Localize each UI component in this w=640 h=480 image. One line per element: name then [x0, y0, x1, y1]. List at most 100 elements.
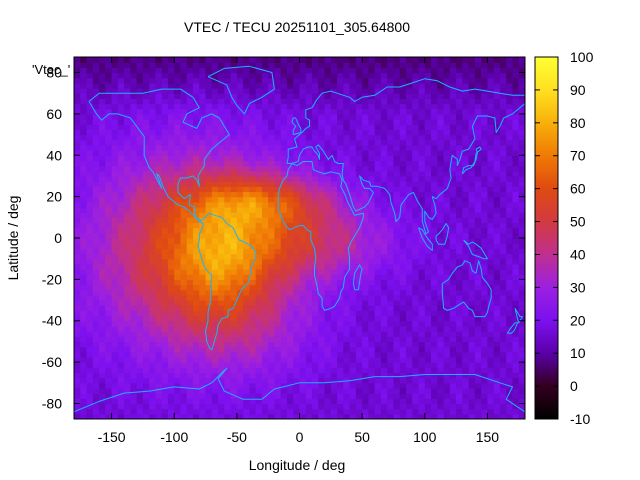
heatmap-cell — [337, 238, 344, 244]
heatmap-cell — [92, 181, 100, 187]
heatmap-cell — [186, 346, 194, 353]
heatmap-cell — [105, 103, 113, 110]
heatmap-cell — [506, 300, 514, 306]
heatmap-cell — [324, 274, 332, 280]
heatmap-cell — [493, 160, 501, 167]
heatmap-cell — [518, 408, 525, 415]
heatmap-cell — [199, 346, 207, 353]
heatmap-cell — [355, 160, 363, 167]
heatmap-cell — [305, 82, 313, 89]
heatmap-cell — [431, 305, 438, 311]
heatmap-cell — [280, 243, 288, 249]
heatmap-cell — [92, 134, 100, 141]
heatmap-cell — [230, 305, 238, 311]
heatmap-cell — [149, 315, 157, 322]
heatmap-cell — [387, 408, 395, 415]
heatmap-cell — [117, 372, 125, 379]
heatmap-cell — [299, 403, 307, 410]
heatmap-cell — [186, 300, 194, 306]
heatmap-cell — [462, 98, 470, 105]
heatmap-cell — [387, 93, 395, 99]
heatmap-cell — [387, 269, 395, 275]
heatmap-cell — [186, 186, 194, 193]
heatmap-cell — [431, 258, 438, 265]
heatmap-cell — [111, 413, 119, 419]
heatmap-cell — [180, 72, 188, 79]
heatmap-cell — [117, 227, 125, 234]
heatmap-cell — [186, 258, 194, 265]
heatmap-cell — [124, 67, 131, 74]
heatmap-cell — [174, 150, 182, 156]
heatmap-cell — [456, 310, 463, 317]
heatmap-cell — [330, 269, 338, 275]
heatmap-cell — [305, 413, 313, 419]
heatmap-cell — [393, 103, 401, 110]
heatmap-cell — [149, 155, 157, 162]
heatmap-cell — [437, 124, 445, 130]
heatmap-cell — [280, 98, 288, 105]
heatmap-cell — [468, 93, 476, 99]
heatmap-cell — [142, 351, 150, 358]
heatmap-cell — [318, 398, 326, 405]
heatmap-cell — [399, 393, 407, 399]
heatmap-cell — [462, 67, 470, 74]
heatmap-cell — [493, 413, 501, 419]
heatmap-cell — [236, 62, 244, 68]
heatmap-cell — [249, 62, 257, 68]
heatmap-cell — [80, 243, 88, 249]
heatmap-cell — [443, 160, 451, 167]
heatmap-cell — [487, 72, 495, 79]
heatmap-cell — [437, 212, 445, 218]
heatmap-cell — [318, 88, 326, 94]
heatmap-cell — [462, 398, 470, 405]
heatmap-cell — [493, 238, 501, 244]
heatmap-cell — [393, 232, 401, 239]
heatmap-cell — [268, 393, 276, 399]
heatmap-cell — [412, 377, 420, 384]
heatmap-cell — [124, 186, 131, 193]
heatmap-cell — [481, 408, 489, 415]
heatmap-cell — [117, 222, 125, 229]
heatmap-cell — [111, 232, 119, 239]
heatmap-cell — [399, 103, 407, 110]
heatmap-cell — [180, 57, 188, 63]
heatmap-cell — [437, 196, 445, 203]
heatmap-cell — [368, 57, 376, 63]
heatmap-cell — [180, 93, 188, 99]
heatmap-cell — [499, 77, 507, 84]
heatmap-cell — [437, 274, 445, 280]
heatmap-cell — [80, 62, 88, 68]
heatmap-cell — [405, 165, 413, 172]
heatmap-cell — [124, 170, 131, 177]
heatmap-cell — [387, 206, 395, 213]
heatmap-cell — [424, 305, 432, 311]
heatmap-cell — [293, 155, 301, 162]
heatmap-cell — [174, 232, 182, 239]
heatmap-cell — [99, 77, 106, 84]
heatmap-cell — [167, 325, 175, 332]
heatmap-cell — [218, 351, 225, 358]
heatmap-cell — [399, 258, 407, 265]
heatmap-cell — [499, 300, 507, 306]
heatmap-cell — [92, 191, 100, 198]
heatmap-cell — [349, 305, 357, 311]
heatmap-cell — [512, 279, 520, 286]
heatmap-cell — [130, 191, 138, 198]
heatmap-cell — [161, 387, 169, 394]
heatmap-cell — [92, 300, 100, 306]
heatmap-cell — [149, 181, 157, 187]
heatmap-cell — [243, 413, 250, 419]
heatmap-cell — [205, 258, 213, 265]
heatmap-cell — [124, 232, 131, 239]
heatmap-cell — [405, 263, 413, 270]
heatmap-cell — [368, 356, 376, 363]
heatmap-cell — [124, 325, 131, 332]
heatmap-cell — [286, 232, 294, 239]
heatmap-cell — [349, 62, 357, 68]
heatmap-cell — [255, 206, 263, 213]
heatmap-cell — [199, 103, 207, 110]
heatmap-cell — [280, 289, 288, 296]
heatmap-cell — [449, 82, 457, 89]
heatmap-cell — [117, 67, 125, 74]
heatmap-cell — [418, 305, 426, 311]
